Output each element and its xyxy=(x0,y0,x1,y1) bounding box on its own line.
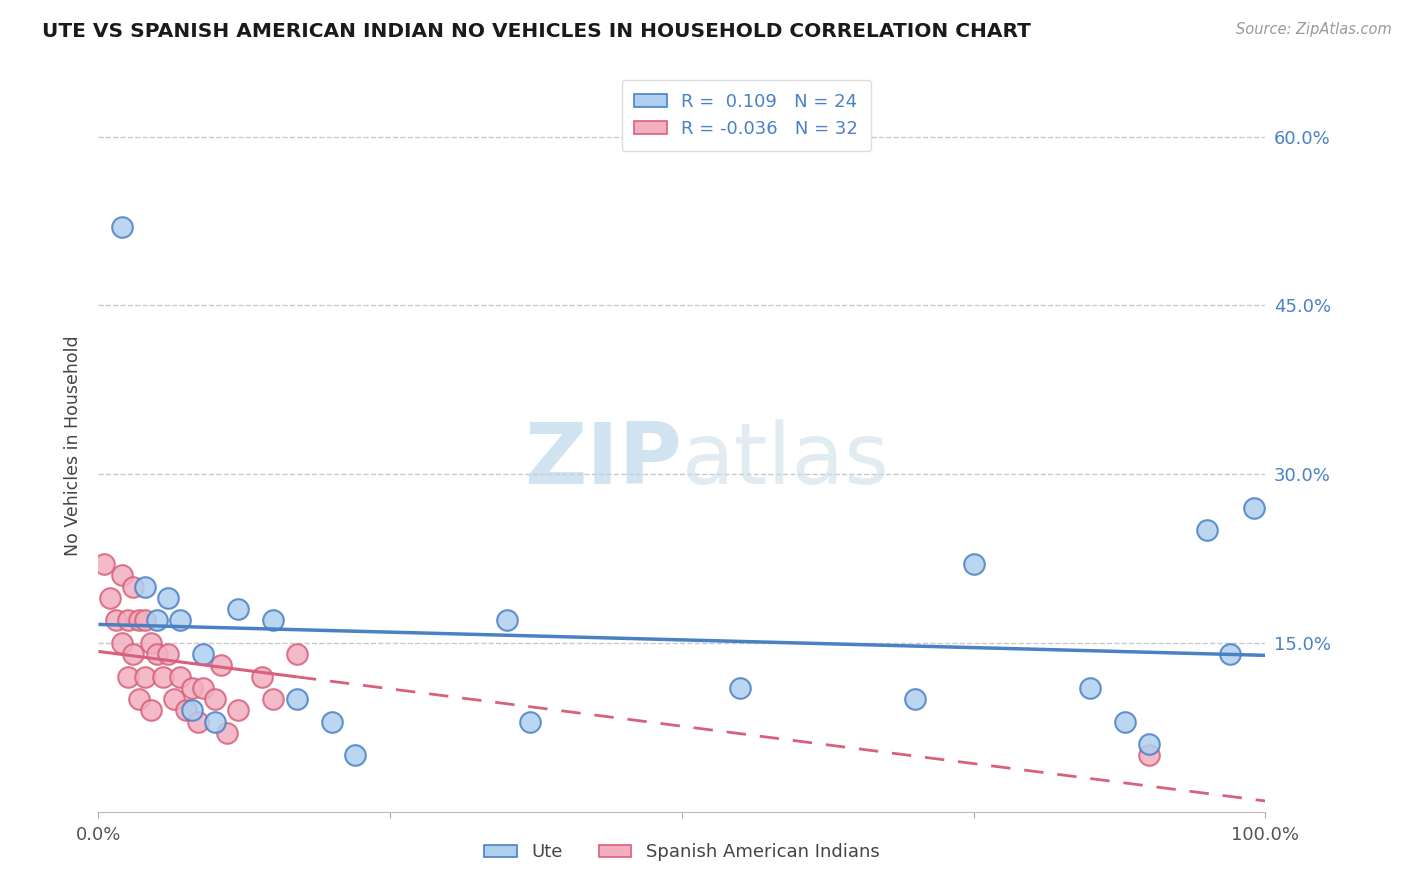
Point xyxy=(117,670,139,684)
Point xyxy=(187,714,209,729)
Point xyxy=(117,614,139,628)
Point xyxy=(962,557,984,571)
Point xyxy=(285,647,308,661)
Point xyxy=(128,614,150,628)
Point xyxy=(262,614,284,628)
Point xyxy=(193,647,215,661)
Point xyxy=(122,647,145,661)
Point xyxy=(139,636,162,650)
Point xyxy=(122,580,145,594)
Point xyxy=(146,614,169,628)
Point xyxy=(157,647,180,661)
Point xyxy=(93,557,115,571)
Point xyxy=(250,670,273,684)
Point xyxy=(193,681,215,695)
Point xyxy=(180,681,202,695)
Point xyxy=(128,692,150,706)
Text: UTE VS SPANISH AMERICAN INDIAN NO VEHICLES IN HOUSEHOLD CORRELATION CHART: UTE VS SPANISH AMERICAN INDIAN NO VEHICL… xyxy=(42,22,1031,41)
Text: ZIP: ZIP xyxy=(524,419,682,502)
Point xyxy=(169,670,191,684)
Point xyxy=(285,692,308,706)
Point xyxy=(134,614,156,628)
Point xyxy=(904,692,927,706)
Point xyxy=(204,692,226,706)
Point xyxy=(519,714,541,729)
Point xyxy=(321,714,343,729)
Point xyxy=(730,681,752,695)
Text: atlas: atlas xyxy=(682,419,890,502)
Point xyxy=(1219,647,1241,661)
Point xyxy=(344,748,367,763)
Point xyxy=(204,714,226,729)
Point xyxy=(180,703,202,717)
Point xyxy=(1137,737,1160,751)
Point xyxy=(1114,714,1136,729)
Point xyxy=(152,670,174,684)
Point xyxy=(215,726,238,740)
Point xyxy=(134,580,156,594)
Point xyxy=(1195,524,1218,538)
Point xyxy=(228,703,250,717)
Point xyxy=(146,647,169,661)
Point xyxy=(1137,748,1160,763)
Point xyxy=(104,614,127,628)
Point xyxy=(169,614,191,628)
Y-axis label: No Vehicles in Household: No Vehicles in Household xyxy=(63,335,82,557)
Legend: Ute, Spanish American Indians: Ute, Spanish American Indians xyxy=(477,836,887,869)
Point xyxy=(139,703,162,717)
Text: Source: ZipAtlas.com: Source: ZipAtlas.com xyxy=(1236,22,1392,37)
Point xyxy=(111,568,134,582)
Point xyxy=(157,591,180,605)
Point xyxy=(209,658,232,673)
Point xyxy=(228,602,250,616)
Point xyxy=(111,219,134,234)
Point xyxy=(111,636,134,650)
Point xyxy=(1243,500,1265,515)
Point xyxy=(496,614,519,628)
Point xyxy=(1080,681,1102,695)
Point xyxy=(262,692,284,706)
Point xyxy=(134,670,156,684)
Point xyxy=(98,591,121,605)
Point xyxy=(174,703,197,717)
Point xyxy=(163,692,186,706)
